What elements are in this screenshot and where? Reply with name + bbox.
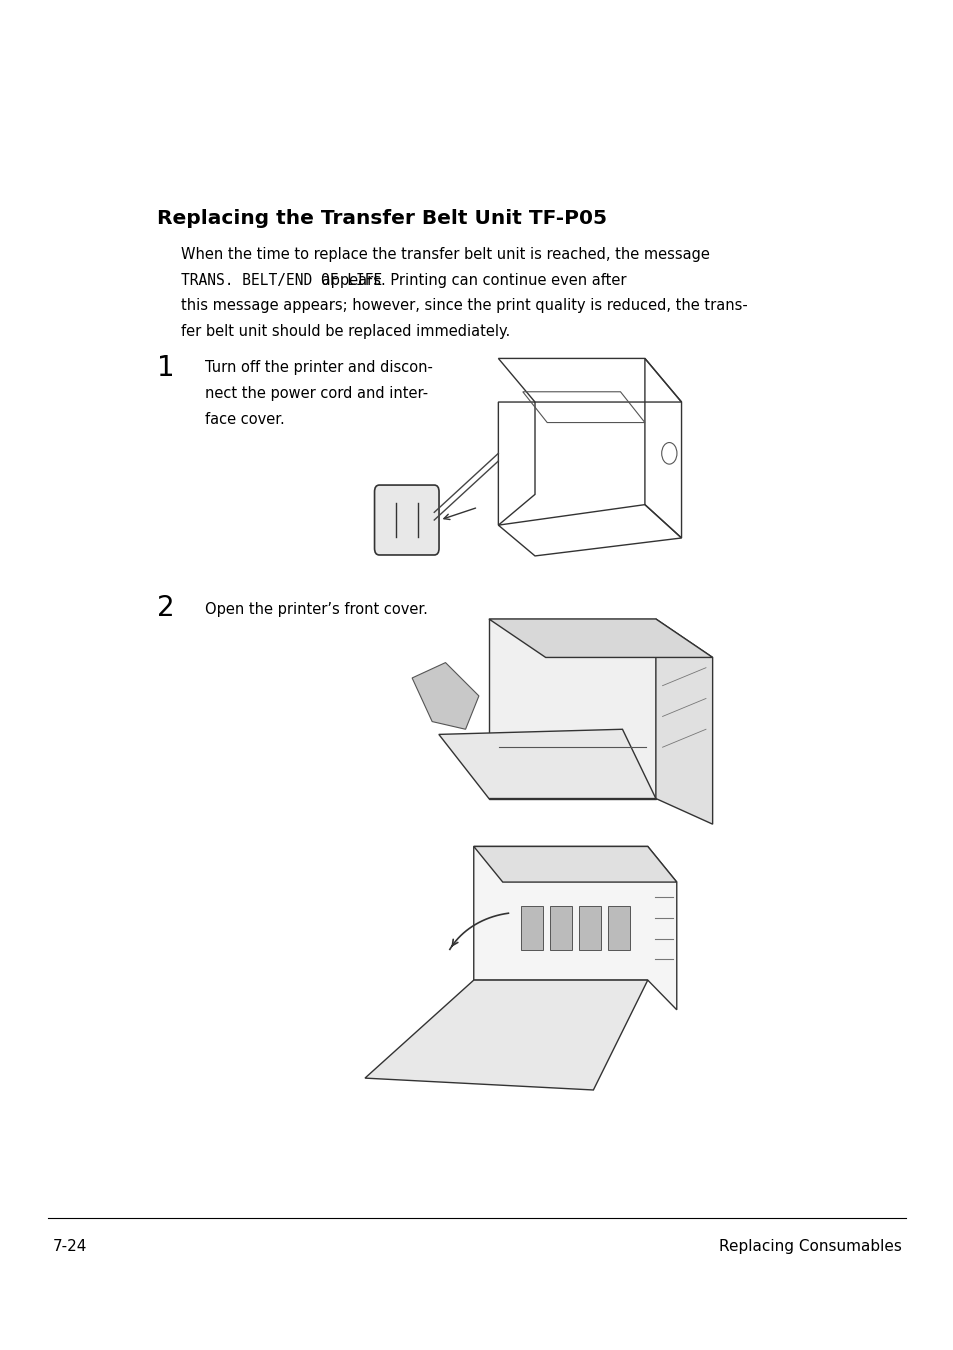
Polygon shape: [488, 618, 712, 657]
Text: Replacing Consumables: Replacing Consumables: [718, 1239, 901, 1254]
Polygon shape: [412, 663, 478, 729]
Polygon shape: [438, 729, 655, 799]
Polygon shape: [474, 846, 676, 1010]
Bar: [520, 906, 542, 950]
Polygon shape: [655, 618, 712, 824]
Text: TRANS. BELT/END OF LIFE: TRANS. BELT/END OF LIFE: [181, 273, 382, 288]
Text: 7-24: 7-24: [52, 1239, 87, 1254]
Polygon shape: [474, 846, 676, 882]
Bar: [549, 906, 571, 950]
Text: Open the printer’s front cover.: Open the printer’s front cover.: [205, 602, 428, 617]
Text: Turn off the printer and discon-: Turn off the printer and discon-: [205, 360, 433, 375]
Bar: [607, 906, 629, 950]
Text: appears. Printing can continue even after: appears. Printing can continue even afte…: [317, 273, 626, 288]
Text: fer belt unit should be replaced immediately.: fer belt unit should be replaced immedia…: [181, 324, 510, 339]
FancyBboxPatch shape: [375, 485, 438, 555]
Text: When the time to replace the transfer belt unit is reached, the message: When the time to replace the transfer be…: [181, 247, 709, 262]
Text: 1: 1: [157, 354, 174, 382]
Text: 2: 2: [157, 594, 174, 622]
Text: this message appears; however, since the print quality is reduced, the trans-: this message appears; however, since the…: [181, 298, 747, 313]
Text: face cover.: face cover.: [205, 412, 285, 427]
Text: nect the power cord and inter-: nect the power cord and inter-: [205, 386, 428, 401]
Text: Replacing the Transfer Belt Unit TF-P05: Replacing the Transfer Belt Unit TF-P05: [157, 209, 607, 228]
Bar: [578, 906, 600, 950]
Polygon shape: [488, 618, 655, 799]
Polygon shape: [365, 980, 647, 1089]
